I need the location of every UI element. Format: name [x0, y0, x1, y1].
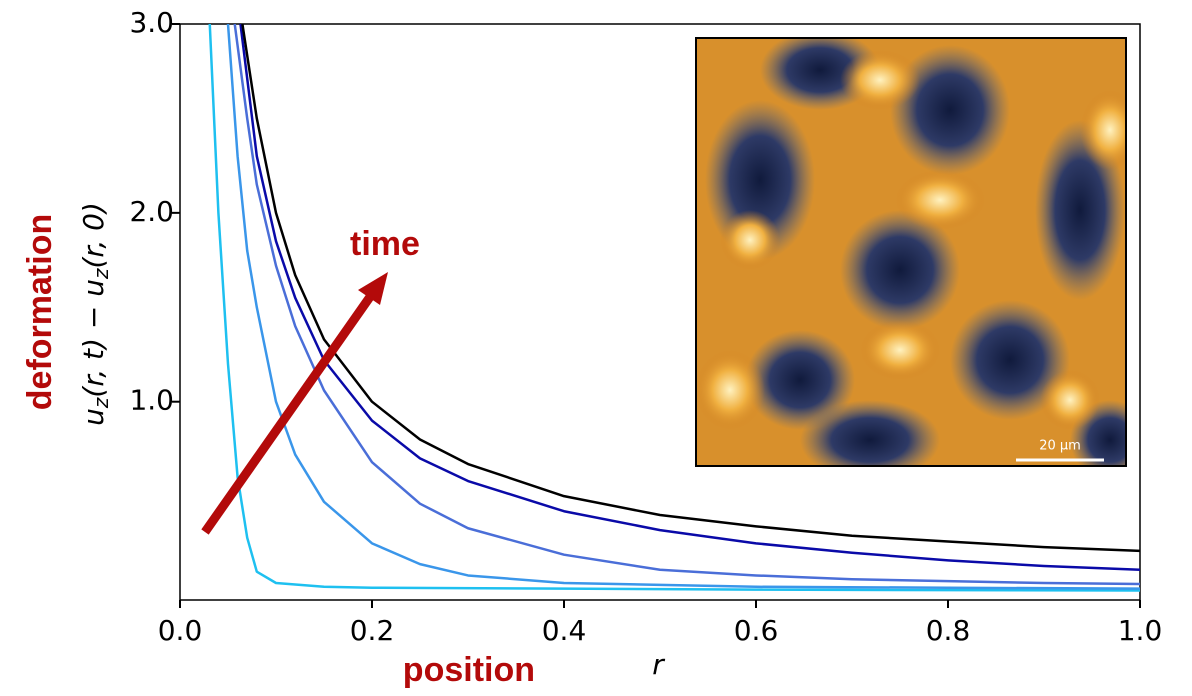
- time-arrow: [201, 291, 376, 535]
- series-line: [241, 24, 1140, 553]
- x-label-bold: position: [403, 651, 535, 689]
- y-tick-label: 3.0: [129, 6, 174, 39]
- x-tick-label: 0.8: [926, 614, 971, 647]
- y-label-part: u: [77, 408, 110, 426]
- x-tick-label: 1.0: [1118, 614, 1163, 647]
- y-label-part: (r, 0): [77, 202, 110, 268]
- y-label-bold: deformation: [21, 214, 59, 410]
- series-line: [239, 24, 1140, 572]
- y-label-sub: z: [89, 397, 113, 409]
- series-line: [233, 24, 1140, 586]
- y-label: uz(r, t) − uz(r, 0): [77, 202, 113, 426]
- inset-image: [696, 38, 1126, 466]
- y-tick-label: 1.0: [129, 384, 174, 417]
- y-label-part: (r, t) − u: [77, 279, 110, 398]
- inset-frame: [695, 37, 1127, 467]
- time-annotation: time: [350, 225, 420, 263]
- time-arrow-head: [358, 272, 388, 305]
- x-tick-label: 0.6: [734, 614, 779, 647]
- x-tick-label: 0.2: [350, 614, 395, 647]
- series-line: [208, 24, 1140, 592]
- y-tick-label: 2.0: [129, 195, 174, 228]
- plot-frame: [179, 23, 1141, 601]
- scale-bar-label: 20 µm: [1039, 439, 1081, 454]
- x-tick-label: 0.4: [542, 614, 587, 647]
- series-line: [226, 24, 1140, 590]
- x-label-var: r: [652, 648, 665, 681]
- x-tick-label: 0.0: [158, 614, 203, 647]
- y-label-sub: z: [89, 268, 113, 280]
